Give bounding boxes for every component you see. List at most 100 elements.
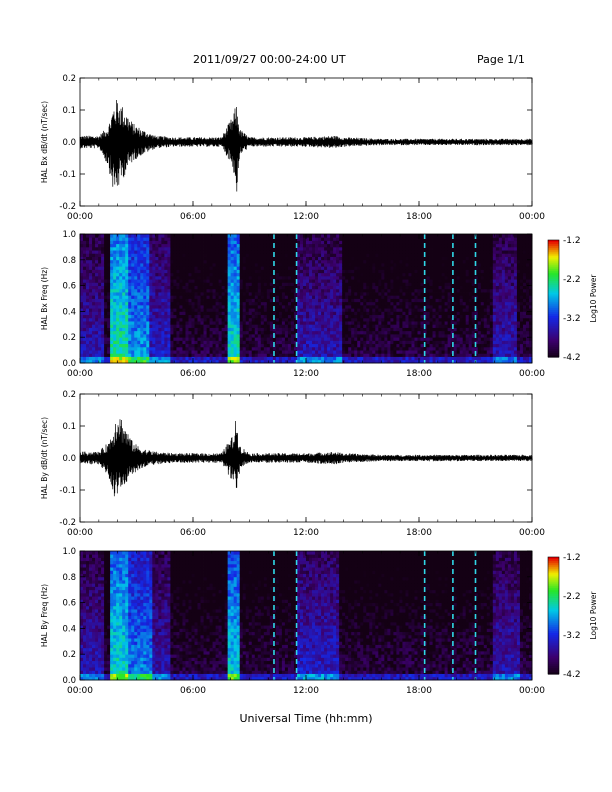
spectrogram-cell: [164, 253, 168, 257]
spectrogram-cell: [176, 275, 180, 280]
spectrogram-cell: [272, 330, 277, 335]
spectrogram-cell: [275, 333, 280, 338]
spectrogram-cell: [230, 292, 235, 296]
spectrogram-cell: [134, 272, 138, 277]
spectrogram-cell: [269, 340, 274, 345]
spectrogram-cell: [284, 298, 289, 303]
spectrogram-cell: [369, 353, 373, 357]
spectrogram-cell: [357, 304, 361, 309]
spectrogram-cell: [173, 321, 177, 325]
spectrogram-cell: [312, 317, 316, 322]
spectrogram-cell: [176, 311, 180, 316]
spectrogram-cell: [146, 314, 150, 319]
spectrogram-cell: [251, 314, 256, 319]
spectrogram-cell: [414, 304, 418, 309]
spectrogram-cell: [293, 259, 298, 264]
spectrogram-cell: [170, 256, 174, 261]
spectrogram-cell: [224, 304, 229, 309]
spectrogram-cell: [417, 314, 421, 319]
spectrogram-cell: [296, 356, 301, 361]
spectrogram-cell: [260, 246, 265, 251]
spectrogram-cell: [164, 266, 168, 270]
spectrogram-cell: [167, 314, 171, 319]
spectrogram-cell: [161, 343, 165, 348]
spectrogram-cell: [269, 330, 274, 335]
spectrogram-cell: [125, 304, 129, 309]
spectrogram-cell: [290, 256, 295, 261]
spectrogram-cell: [275, 343, 280, 348]
spectrogram-cell: [399, 356, 403, 361]
spectrogram-cell: [287, 321, 292, 325]
spectrogram-cell: [390, 304, 394, 309]
spectrogram-cell: [302, 266, 307, 270]
spectrogram-cell: [318, 246, 322, 251]
spectrogram-cell: [293, 234, 298, 238]
spectrogram-cell: [218, 292, 223, 296]
spectrogram-cell: [221, 356, 226, 361]
spectrogram-cell: [299, 333, 304, 338]
spectrogram-cell: [330, 269, 334, 274]
spectrogram-cell: [125, 288, 129, 293]
spectrogram-cell: [312, 324, 316, 328]
spectrogram-cell: [381, 240, 385, 245]
spectrogram-cell: [381, 259, 385, 264]
spectrogram-cell: [125, 279, 129, 283]
spectrogram-cell: [333, 337, 337, 341]
spectrogram-cell: [98, 308, 102, 312]
spectrogram-cell: [185, 234, 189, 238]
spectrogram-cell: [185, 259, 189, 264]
spectrogram-cell: [221, 250, 226, 254]
spectrogram-cell: [321, 321, 325, 325]
spectrogram-cell: [260, 295, 265, 299]
spectrogram-cell: [242, 314, 247, 319]
spectrogram-cell: [351, 272, 355, 277]
spectrogram-cell: [387, 314, 391, 319]
spectrogram-cell: [318, 243, 322, 248]
spectrogram-cell: [113, 330, 117, 335]
spectrogram-cell: [366, 301, 370, 306]
spectrogram-cell: [176, 343, 180, 348]
spectrogram-cell: [137, 321, 141, 325]
spectrogram-cell: [203, 330, 207, 335]
spectrogram-cell: [218, 301, 223, 306]
spectrogram-cell: [89, 243, 93, 248]
spectrogram-cell: [242, 353, 247, 357]
spectrogram-cell: [86, 250, 90, 254]
spectrogram-cell: [315, 279, 319, 283]
spectrogram-cell: [254, 311, 259, 316]
spectrogram-cell: [432, 237, 436, 241]
spectrogram-cell: [266, 250, 271, 254]
spectrogram-cell: [206, 353, 210, 357]
spectrogram-cell: [200, 237, 204, 241]
spectrogram-cell: [384, 269, 388, 274]
spectrogram-cell: [245, 259, 250, 264]
x-tick-label: 12:00: [293, 212, 319, 222]
spectrogram-cell: [363, 324, 367, 328]
spectrogram-cell: [194, 333, 198, 338]
spectrogram-cell: [80, 272, 84, 277]
spectrogram-cell: [290, 266, 295, 270]
spectrogram-cell: [122, 288, 126, 293]
spectrogram-cell: [351, 237, 355, 241]
spectrogram-cell: [387, 288, 391, 293]
spectrogram-cell: [134, 288, 138, 293]
spectrogram-cell: [375, 259, 379, 264]
spectrogram-cell: [86, 295, 90, 299]
spectrogram-cell: [218, 279, 223, 283]
spectrogram-cell: [182, 253, 186, 257]
spectrogram-cell: [122, 295, 126, 299]
spectrogram-cell: [167, 356, 171, 361]
spectrogram-cell: [212, 333, 216, 338]
spectrogram-cell: [342, 350, 346, 354]
spectrogram-cell: [315, 324, 319, 328]
spectrogram-cell: [158, 266, 162, 270]
spectrogram-cell: [336, 359, 340, 364]
spectrogram-cell: [272, 256, 277, 261]
spectrogram-cell: [299, 330, 304, 335]
spectrogram-cell: [224, 301, 229, 306]
spectrogram-cell: [339, 269, 343, 274]
spectrogram-cell: [164, 346, 168, 351]
spectrogram-cell: [164, 288, 168, 293]
spectrogram-cell: [339, 359, 343, 364]
spectrogram-cell: [293, 353, 298, 357]
